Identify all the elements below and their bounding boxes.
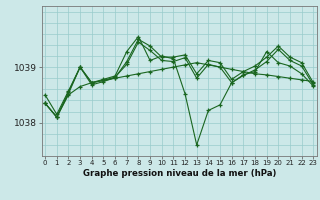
X-axis label: Graphe pression niveau de la mer (hPa): Graphe pression niveau de la mer (hPa) [83, 169, 276, 178]
